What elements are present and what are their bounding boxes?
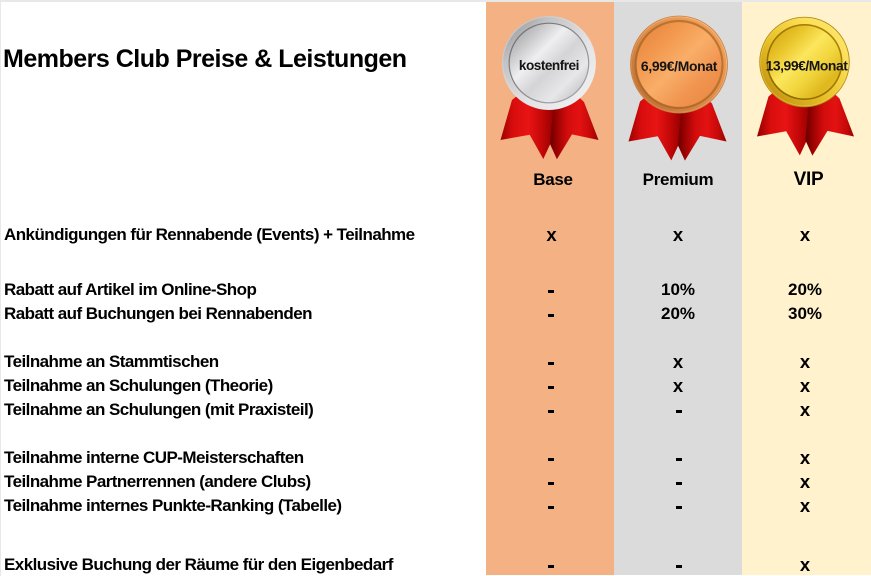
svg-text:13,99€/Monat: 13,99€/Monat (766, 57, 849, 73)
svg-text:kostenfrei: kostenfrei (519, 58, 579, 73)
svg-text:6,99€/Monat: 6,99€/Monat (641, 58, 718, 74)
